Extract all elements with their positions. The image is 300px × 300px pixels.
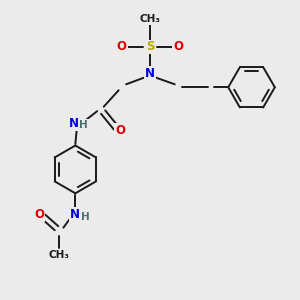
Text: H: H (81, 212, 90, 222)
Text: CH₃: CH₃ (48, 250, 69, 260)
Text: O: O (34, 208, 44, 221)
Text: S: S (146, 40, 154, 53)
Text: H: H (79, 120, 88, 130)
Text: N: N (145, 68, 155, 80)
Text: O: O (115, 124, 125, 137)
Text: N: N (69, 117, 79, 130)
Text: N: N (70, 208, 80, 221)
Text: CH₃: CH₃ (140, 14, 160, 24)
Text: O: O (173, 40, 183, 53)
Text: O: O (117, 40, 127, 53)
